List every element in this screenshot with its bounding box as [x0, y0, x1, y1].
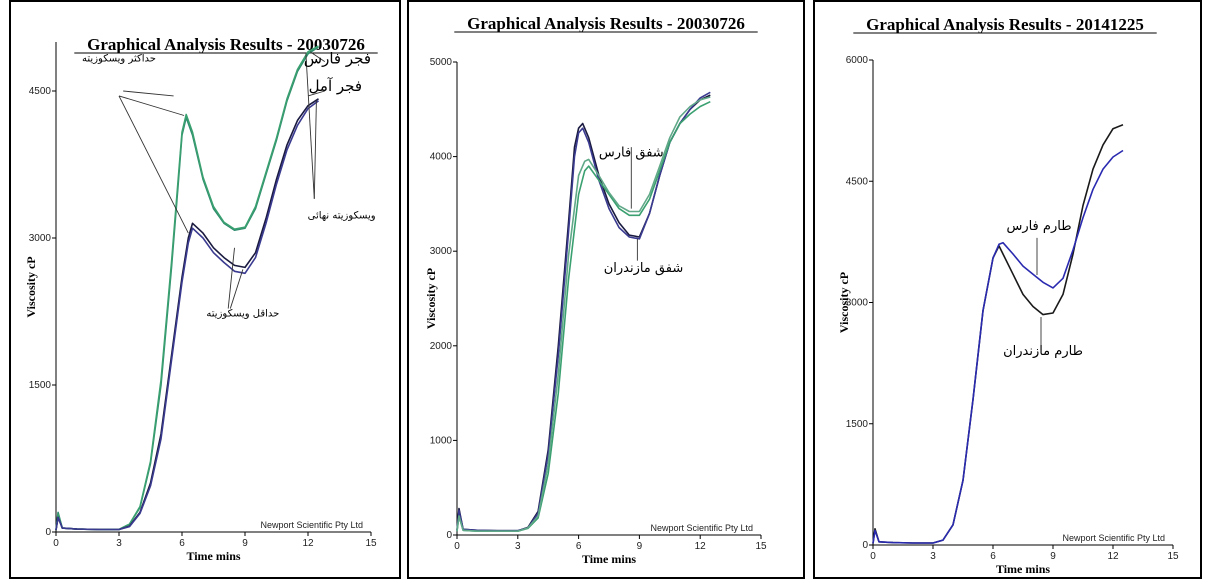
series-line-4: [456, 96, 711, 533]
annotation-label: ویسکوزیته نهائی: [308, 210, 376, 221]
series-line-1: [456, 94, 711, 532]
chart-title: Graphical Analysis Results - 20141225: [866, 15, 1144, 34]
series-line-2: [55, 45, 319, 531]
x-tick-label: 3: [515, 541, 521, 552]
annotation-arrow: [118, 95, 185, 116]
annotation-label: شفق مازندران: [604, 261, 684, 276]
series-line-4: [55, 100, 319, 531]
x-tick-label: 12: [1107, 551, 1119, 562]
x-tick-label: 9: [1050, 551, 1056, 562]
chart-panel-2: Graphical Analysis Results - 20030726 0 10…: [407, 0, 805, 579]
annotation-arrow: [229, 269, 244, 309]
y-tick-label: 1500: [29, 380, 52, 391]
x-tick-label: 15: [755, 541, 767, 552]
chart-2: Graphical Analysis Results - 20030726 0 10…: [424, 14, 767, 566]
annotation-label: طارم مازندران: [1003, 344, 1083, 359]
chart-title: Graphical Analysis Results - 20030726: [87, 35, 365, 54]
y-axis-title: Viscosity cP: [837, 272, 851, 333]
y-tick-label: 0: [862, 540, 868, 551]
credit-label: Newport Scientific Pty Ltd: [1062, 533, 1165, 543]
annotation-arrow: [305, 53, 315, 199]
y-tick-label: 4500: [846, 176, 869, 187]
annotation-arrow: [118, 95, 189, 234]
x-tick-label: 0: [870, 551, 876, 562]
x-tick-label: 0: [53, 538, 59, 549]
y-tick-label: 1000: [430, 435, 453, 446]
y-tick-label: 1500: [846, 419, 869, 430]
x-tick-label: 9: [242, 538, 248, 549]
x-axis-title: Time mins: [186, 549, 240, 563]
chart-title: Graphical Analysis Results - 20030726: [467, 14, 745, 33]
x-tick-label: 3: [116, 538, 122, 549]
x-tick-label: 3: [930, 551, 936, 562]
credit-label: Newport Scientific Pty Ltd: [650, 523, 753, 533]
x-tick-label: 9: [637, 541, 643, 552]
x-tick-label: 15: [1167, 551, 1179, 562]
y-tick-label: 0: [45, 527, 51, 538]
y-tick-label: 2000: [430, 341, 453, 352]
x-tick-label: 6: [990, 551, 996, 562]
x-tick-label: 6: [576, 541, 582, 552]
series-line-2: [872, 149, 1124, 544]
chart-1: Graphical Analysis Results - 20030726 0 15…: [24, 35, 378, 563]
x-tick-label: 0: [454, 541, 460, 552]
y-tick-label: 3000: [29, 233, 52, 244]
chart-panel-1: Graphical Analysis Results - 20030726 0 15…: [9, 0, 401, 579]
x-axis-title: Time mins: [582, 552, 636, 566]
annotation-label: حداکثر ویسکوزیته: [82, 54, 156, 65]
y-axis-title: Viscosity cP: [24, 256, 38, 317]
annotation-label: فجر فارس: [304, 50, 371, 68]
chart-panel-3: Graphical Analysis Results - 20141225 0 15…: [813, 0, 1202, 579]
y-tick-label: 4000: [430, 152, 453, 163]
annotation-arrow: [227, 247, 235, 309]
chart-3: Graphical Analysis Results - 20141225 0 15…: [837, 15, 1179, 576]
annotation-label: فجر آمل: [309, 77, 362, 95]
y-tick-label: 0: [446, 530, 452, 541]
annotation-label: طارم فارس: [1006, 219, 1071, 234]
series-line-3: [456, 100, 711, 533]
annotation-arrow: [313, 100, 317, 199]
series-line-2: [456, 91, 711, 532]
x-axis-title: Time mins: [996, 562, 1050, 576]
x-tick-label: 15: [365, 538, 377, 549]
credit-label: Newport Scientific Pty Ltd: [260, 520, 363, 530]
annotation-arrow: [309, 51, 326, 62]
series-line-1: [872, 123, 1124, 544]
y-tick-label: 3000: [430, 246, 453, 257]
annotation-arrow: [123, 90, 174, 97]
x-tick-label: 12: [695, 541, 707, 552]
x-tick-label: 6: [179, 538, 185, 549]
y-tick-label: 4500: [29, 86, 52, 97]
annotation-label: حداقل ویسکوزیته: [206, 308, 279, 319]
annotation-label: شفق فارس: [599, 146, 664, 161]
y-axis-title: Viscosity cP: [424, 268, 438, 329]
y-tick-label: 5000: [430, 57, 453, 68]
y-tick-label: 6000: [846, 55, 869, 66]
y-tick-label: 3000: [846, 298, 869, 309]
annotation-arrow: [307, 90, 325, 97]
x-tick-label: 12: [302, 538, 314, 549]
